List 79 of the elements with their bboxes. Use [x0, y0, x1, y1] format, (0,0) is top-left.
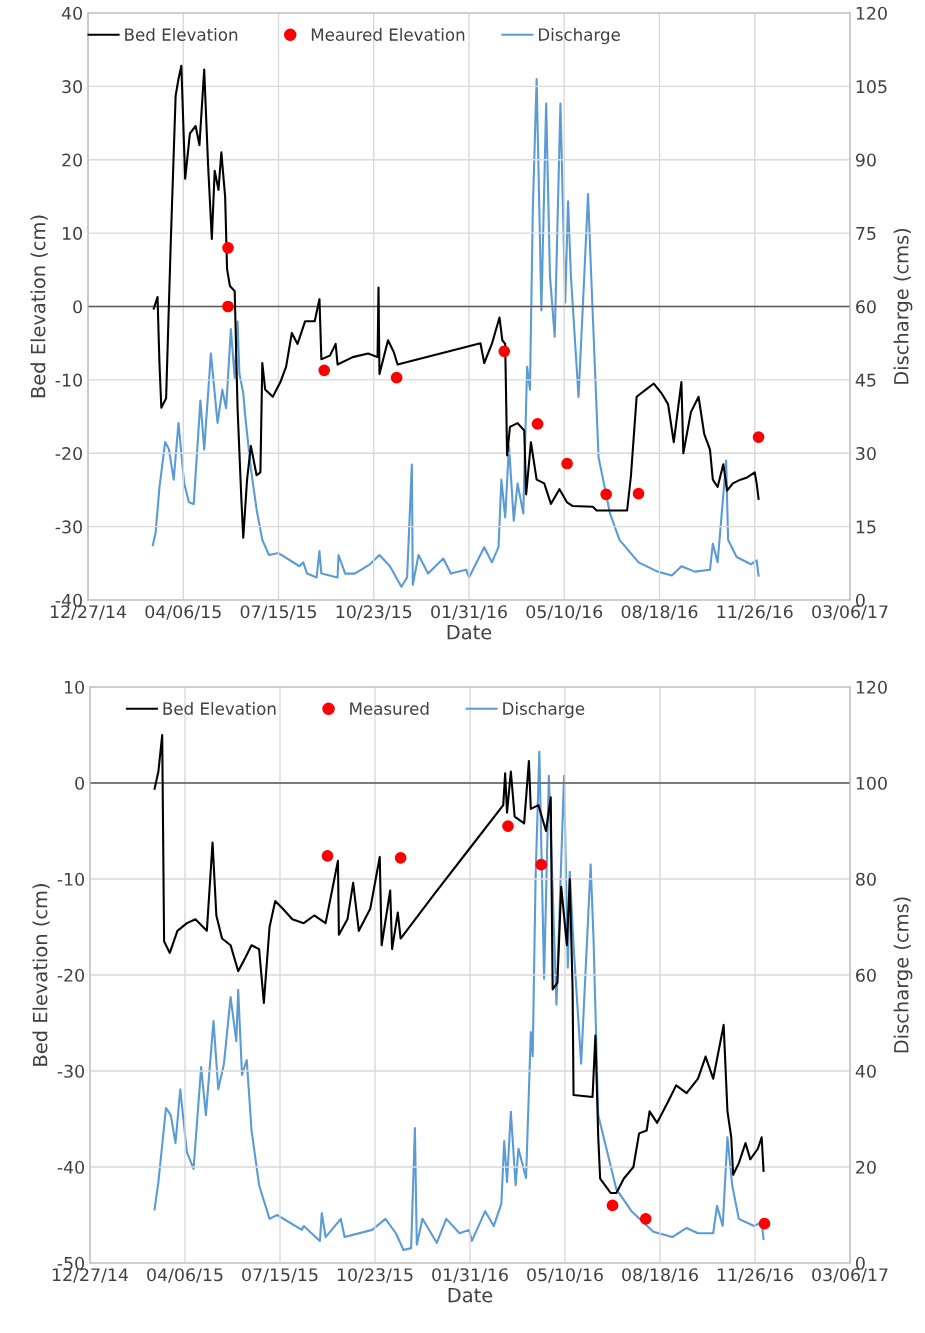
x-tick-label: 08/18/16 [622, 1268, 698, 1283]
x-tick-label: 03/06/17 [812, 1268, 888, 1283]
x-axis-title: Date [448, 1288, 493, 1303]
y-tick-label: 0 [73, 300, 82, 314]
y-tick-label: -10 [55, 373, 82, 387]
x-tick-label: 07/15/15 [240, 605, 316, 620]
y-tick-label: -30 [57, 1064, 84, 1078]
x-tick-label: 05/10/16 [527, 1268, 603, 1283]
x-tick-label: 07/15/15 [242, 1268, 318, 1283]
y2-tick-label: 0 [856, 1256, 865, 1270]
point [394, 852, 407, 864]
legend-label: Discharge [538, 28, 620, 45]
y-tick-label: -20 [55, 446, 82, 461]
y-tick-label: 0 [75, 776, 84, 790]
y2-tick-label: 15 [856, 520, 876, 534]
point [535, 858, 548, 871]
y2-tick-label: 0 [856, 593, 865, 607]
point [531, 418, 544, 430]
x-tick-label: 04/06/15 [147, 1268, 223, 1283]
y-axis-title: Bed Elevation (cm) [32, 884, 50, 1066]
y-tick-label: -40 [55, 593, 82, 607]
point [502, 820, 514, 833]
point [639, 1212, 652, 1225]
x-tick-label: 12/27/14 [52, 1268, 129, 1283]
point [758, 1217, 771, 1230]
x-tick-label: 04/06/15 [145, 605, 221, 620]
y2-tick-label: 100 [856, 776, 887, 790]
legend-label: Discharge [503, 702, 585, 719]
y2-tick-label: 60 [856, 968, 876, 982]
x-tick-label: 01/31/16 [431, 605, 507, 620]
point [632, 487, 645, 500]
x-tick-label: 11/26/16 [717, 1268, 793, 1283]
y-tick-label: -50 [57, 1256, 84, 1270]
point [752, 431, 765, 443]
y-tick-label: -20 [57, 968, 84, 982]
x-tick-label: 10/23/15 [337, 1268, 413, 1283]
y2-tick-label: 45 [855, 373, 876, 387]
x-tick-label: 01/31/16 [432, 1268, 508, 1283]
y-tick-label: -30 [55, 520, 82, 534]
point [606, 1199, 619, 1212]
y-tick-label: -10 [57, 872, 84, 886]
point [222, 241, 234, 254]
y2-tick-label: 30 [856, 446, 876, 461]
y2-tick-label: 105 [856, 80, 887, 94]
y-tick-label: -40 [57, 1160, 84, 1174]
point [600, 488, 613, 501]
x-tick-label: 12/27/14 [50, 605, 127, 620]
y-axis-title: Bed Elevation (cm) [30, 215, 48, 398]
y2-tick-label: 20 [856, 1160, 876, 1174]
y2-tick-label: 80 [856, 872, 876, 886]
y2-axis-title: Discharge (cms) [893, 228, 913, 384]
y-tick-label: 30 [62, 80, 82, 94]
y2-tick-label: 60 [856, 300, 876, 314]
point [222, 300, 234, 313]
x-tick-label: 03/06/17 [812, 605, 888, 620]
y-tick-label: 10 [62, 226, 82, 240]
y2-axis-title: Discharge (cms) [893, 897, 913, 1053]
point [321, 850, 334, 862]
point [561, 457, 573, 470]
legend-label: Bed Elevation [163, 702, 276, 715]
y-tick-label: 20 [62, 153, 82, 167]
y-tick-label: 10 [64, 680, 84, 694]
y2-tick-label: 40 [855, 1064, 876, 1078]
y-tick-label: 40 [61, 6, 82, 20]
y2-tick-label: 120 [856, 6, 887, 20]
y2-tick-label: 90 [855, 153, 876, 167]
point [318, 364, 331, 377]
point [390, 371, 403, 384]
x-axis-title: Date [447, 625, 492, 640]
legend-label: Meaured Elevation [311, 28, 465, 41]
x-tick-label: 05/10/16 [526, 605, 603, 620]
x-tick-label: 08/18/16 [621, 605, 698, 620]
legend-label: Measured [350, 702, 429, 715]
x-tick-label: 11/26/16 [717, 605, 793, 620]
y2-tick-label: 120 [856, 680, 887, 694]
x-tick-label: 10/23/15 [336, 605, 412, 620]
y2-tick-label: 75 [856, 227, 876, 240]
point [498, 345, 511, 358]
legend-label: Bed Elevation [125, 28, 238, 41]
